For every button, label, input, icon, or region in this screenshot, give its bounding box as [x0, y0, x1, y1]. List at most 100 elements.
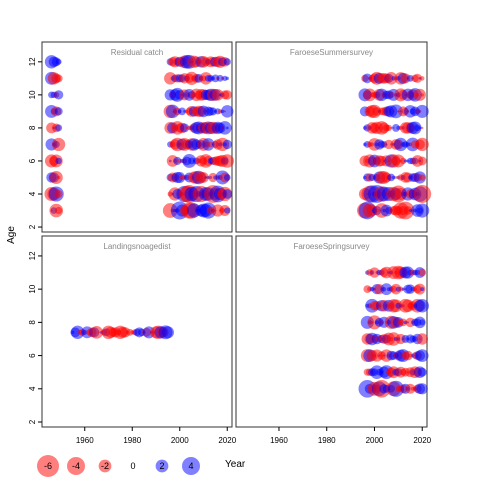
residual-bubble: [98, 331, 100, 334]
legend-bubble: [98, 459, 112, 473]
legend-bubble: [67, 457, 85, 475]
residual-bubble: [207, 141, 214, 148]
residual-bubble: [418, 126, 422, 130]
residual-bubble: [416, 333, 428, 345]
residual-bubble: [389, 104, 403, 119]
residual-bubble: [208, 172, 218, 183]
residual-bubble: [415, 137, 429, 152]
residual-bubble: [223, 174, 231, 181]
y-tick-label: 6: [28, 158, 37, 163]
residual-bubble: [52, 137, 66, 152]
y-axis-label: Age: [6, 226, 17, 244]
residual-bubble: [408, 209, 412, 212]
y-tick-label: 12: [28, 251, 37, 260]
residual-bubble: [417, 367, 427, 377]
panel-title: FaroeseSummersurvey: [290, 48, 373, 57]
residual-bubble: [403, 159, 408, 163]
residual-bubble: [53, 90, 64, 100]
residual-bubble: [49, 170, 63, 185]
x-tick-label: 1960: [76, 436, 94, 445]
residual-bubble: [209, 107, 217, 116]
panel-3: Landingsnoagedist 2 4 6 8 10 12 1960 1980 2000 202…: [28, 235, 237, 445]
legend: -6 -4 -2 0 2 4: [36, 454, 200, 478]
legend-bubble: [182, 457, 200, 475]
residual-bubble: [392, 123, 400, 132]
y-tick-label: 8: [28, 320, 37, 325]
residual-bubble: [420, 93, 424, 97]
residual-bubble: [223, 58, 231, 66]
panel-4: FaroeseSpringsurvey 1960 1980 2000 2020: [235, 235, 432, 445]
residual-bubble: [369, 267, 380, 278]
residual-bubble: [183, 110, 186, 113]
x-tick-label: 2020: [218, 436, 236, 445]
residual-bubble: [421, 126, 424, 130]
residual-bubble: [55, 124, 63, 132]
legend-label: -6: [44, 461, 52, 471]
panel-2: FaroeseSummersurvey: [235, 41, 432, 233]
residual-bubble: [55, 157, 62, 165]
legend-label: -2: [101, 461, 109, 471]
y-tick-label: 2: [28, 419, 37, 424]
residual-bubble: [412, 73, 423, 83]
legend-label: -4: [72, 461, 80, 471]
residual-bubble: [384, 72, 398, 85]
residual-bubble: [179, 123, 190, 133]
panel-title: Landingsnoagedist: [103, 242, 171, 251]
legend-label: 4: [188, 461, 193, 471]
residual-bubble: [225, 76, 229, 81]
residual-bubble: [419, 174, 426, 181]
residual-bubble: [399, 318, 408, 327]
residual-bubble: [380, 283, 393, 296]
residual-bubble: [222, 139, 233, 150]
panel-title: FaroeseSpringsurvey: [293, 242, 369, 251]
residual-bubble: [415, 104, 429, 118]
residual-bubble: [390, 126, 393, 130]
residual-bubble: [414, 283, 426, 295]
residual-bubble: [416, 383, 428, 395]
panel-1: Residual catch 2 4 6 8 10 12: [28, 41, 234, 233]
residual-bubble: [413, 88, 426, 101]
legend-bubble: [36, 454, 60, 478]
residual-bubble: [394, 176, 398, 179]
residual-bubble: [178, 107, 187, 116]
y-tick-label: 4: [28, 191, 37, 196]
residual-bubble: [54, 74, 63, 83]
y-tick-label: 12: [28, 57, 37, 66]
legend-label: 0: [130, 461, 135, 471]
residual-bubble: [90, 325, 103, 339]
residual-bubble: [399, 157, 407, 165]
residual-bubble: [419, 319, 426, 326]
residual-bubble: [161, 326, 175, 339]
residual-bubble: [408, 353, 413, 358]
residual-bubble: [391, 154, 405, 168]
residual-bubble: [211, 89, 224, 101]
legend-label: 2: [159, 461, 164, 471]
x-tick-label: 2000: [366, 436, 384, 445]
x-tick-label: 1980: [318, 436, 336, 445]
residual-bubble: [56, 175, 61, 180]
y-tick-label: 8: [28, 125, 37, 130]
residual-bubble: [218, 121, 232, 135]
residual-bubble: [222, 90, 233, 100]
residual-bubble: [403, 350, 413, 361]
residual-bubble: [224, 207, 231, 214]
x-tick-label: 2000: [171, 436, 189, 445]
residual-bubble: [413, 185, 432, 203]
residual-bubble: [387, 173, 395, 182]
residual-bubble: [418, 268, 427, 277]
y-tick-label: 4: [28, 386, 37, 391]
y-tick-label: 10: [28, 284, 37, 293]
legend-bubble: [155, 459, 169, 473]
residual-bubble: [54, 190, 63, 198]
residual-bubble: [204, 176, 208, 179]
residual-bubble: [222, 189, 233, 199]
residual-bubble: [420, 287, 425, 292]
x-tick-label: 2020: [413, 436, 431, 445]
y-tick-label: 2: [28, 224, 37, 229]
residual-bubble: [198, 172, 209, 183]
residual-bubble: [405, 284, 416, 294]
residual-bubble: [419, 76, 425, 81]
residual-bubble: [54, 206, 63, 215]
panels-layer: Residual catch 2 4 6 8 10 12 FaroeseSummersurve…: [28, 41, 432, 445]
